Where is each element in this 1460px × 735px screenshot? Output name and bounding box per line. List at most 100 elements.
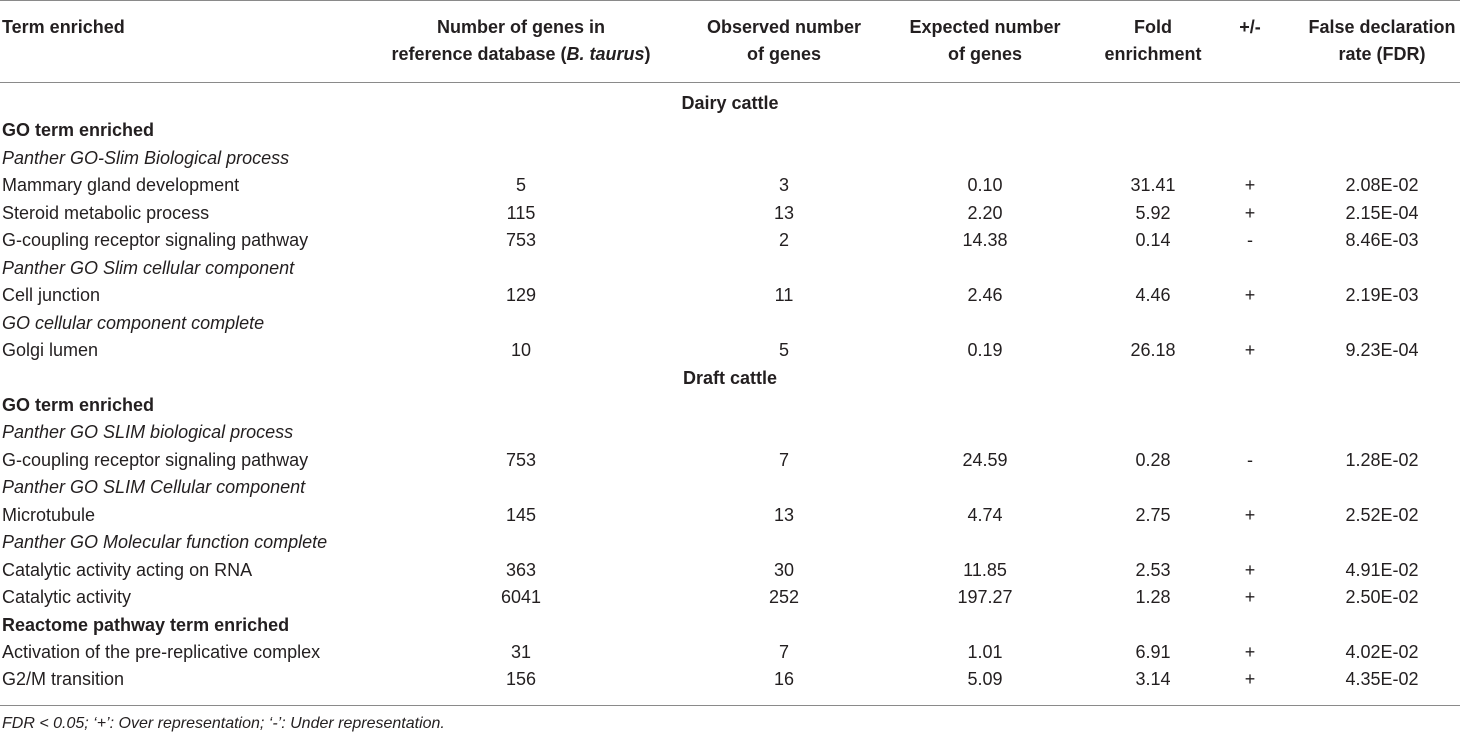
row-value: 5.09	[967, 669, 1003, 690]
header-cell: Fold	[1134, 17, 1172, 37]
row-value: 16	[773, 669, 795, 690]
row-term: Mammary gland development	[2, 175, 240, 196]
row-value: 11.85	[963, 559, 1007, 580]
row-value: 2.52E-02	[1345, 504, 1419, 525]
row-value: 6.91	[1135, 642, 1171, 662]
row-value: 197.27	[957, 587, 1013, 608]
row-value: 24.59	[962, 449, 1008, 470]
block-title: GO term enriched	[2, 394, 155, 415]
row-value: -	[1247, 449, 1253, 470]
row-term: G2/M transition	[2, 669, 125, 690]
row-value: -	[1247, 230, 1253, 251]
group-title: Panther GO Molecular function complete	[2, 532, 328, 553]
row-value: 2.75	[1135, 504, 1171, 525]
row-value: +	[1244, 559, 1256, 580]
section-title: Draft cattle	[682, 367, 778, 388]
group-title: Panther GO SLIM biological process	[2, 422, 294, 443]
row-value: 13	[773, 504, 795, 525]
row-value: 2.19E-03	[1345, 285, 1419, 306]
row-value: 0.14	[1135, 230, 1171, 251]
row-value: 2.46	[967, 285, 1003, 306]
row-value: +	[1244, 285, 1256, 306]
group-title: Panther GO-Slim Biological process	[2, 147, 290, 168]
row-value: 7	[778, 642, 790, 662]
row-value: 6041	[500, 587, 542, 608]
row-value: 4.35E-02	[1345, 669, 1419, 690]
row-value: 5	[778, 340, 790, 361]
row-value: 4.74	[967, 504, 1003, 525]
footnote: FDR < 0.05; ‘+’: Over representation; ‘-…	[2, 715, 445, 732]
group-title: Panther GO SLIM Cellular component	[2, 477, 306, 498]
row-value: +	[1244, 642, 1256, 662]
row-value: 1.28	[1135, 587, 1171, 608]
top-rule	[0, 0, 1460, 1]
row-value: 156	[505, 669, 537, 690]
header-cell: False declaration	[1308, 17, 1456, 37]
row-value: +	[1244, 340, 1256, 361]
row-term: G-coupling receptor signaling pathway	[2, 449, 309, 470]
header-cell: +/-	[1239, 17, 1261, 37]
block-title: Reactome pathway term enriched	[2, 614, 290, 635]
row-value: 0.28	[1135, 449, 1171, 470]
row-value: 2.15E-04	[1345, 202, 1419, 223]
bottom-rule	[0, 705, 1460, 706]
row-term: Steroid metabolic process	[2, 202, 210, 223]
row-value: 363	[505, 559, 537, 580]
row-value: 753	[505, 449, 537, 470]
row-value: 26.18	[1130, 340, 1176, 361]
header-cell: Number of genes in	[436, 17, 606, 37]
row-value: 0.10	[967, 175, 1003, 196]
header-cell: of genes	[947, 44, 1023, 64]
row-value: 4.02E-02	[1345, 642, 1419, 662]
row-value: 31.41	[1130, 175, 1176, 196]
row-value: 3.14	[1135, 669, 1171, 690]
row-value: 14.38	[962, 230, 1008, 251]
row-term: Catalytic activity acting on RNA	[2, 559, 253, 580]
row-value: +	[1244, 175, 1256, 196]
row-value: 13	[773, 202, 795, 223]
row-term: Golgi lumen	[2, 340, 99, 361]
row-value: 2.50E-02	[1345, 587, 1419, 608]
row-value: 5.92	[1135, 202, 1171, 223]
row-value: 129	[505, 285, 537, 306]
row-value: 31	[510, 642, 532, 662]
header-cell: Term enriched	[2, 17, 125, 37]
row-value: 0.19	[967, 340, 1003, 361]
header-text: )	[644, 44, 651, 64]
block-title: GO term enriched	[2, 120, 155, 141]
header-rule	[0, 82, 1460, 83]
row-value: 8.46E-03	[1345, 230, 1419, 251]
row-value: 145	[505, 504, 537, 525]
header-text: reference database (	[391, 44, 567, 64]
header-cell: enrichment	[1104, 44, 1202, 64]
header-cell: Observed number	[706, 17, 862, 37]
row-value: +	[1244, 202, 1256, 223]
row-term: Cell junction	[2, 285, 101, 306]
row-value: 3	[778, 175, 790, 196]
row-value: 2.08E-02	[1345, 175, 1419, 196]
row-value: +	[1244, 669, 1256, 690]
row-term: Activation of the pre-replicative comple…	[2, 642, 321, 662]
row-value: 1.01	[967, 642, 1003, 662]
row-value: 11	[774, 285, 794, 306]
row-value: 4.91E-02	[1345, 559, 1419, 580]
row-value: 753	[505, 230, 537, 251]
row-value: 2.20	[967, 202, 1003, 223]
section-title: Dairy cattle	[681, 93, 779, 113]
group-title: GO cellular component complete	[2, 312, 265, 333]
row-value: 10	[510, 340, 532, 361]
header-cell: rate (FDR)	[1338, 44, 1426, 64]
row-term: Microtubule	[2, 504, 96, 525]
row-value: 4.46	[1135, 285, 1171, 306]
row-term: G-coupling receptor signaling pathway	[2, 230, 309, 251]
header-text: B. taurus	[566, 44, 645, 64]
row-value: 115	[506, 202, 536, 223]
row-value: 1.28E-02	[1345, 449, 1419, 470]
row-term: Catalytic activity	[2, 587, 132, 608]
row-value: 5	[515, 175, 527, 196]
header-cell: reference database (B. taurus)	[391, 43, 650, 65]
row-value: 9.23E-04	[1345, 340, 1419, 361]
row-value: +	[1244, 504, 1256, 525]
row-value: 30	[773, 559, 795, 580]
